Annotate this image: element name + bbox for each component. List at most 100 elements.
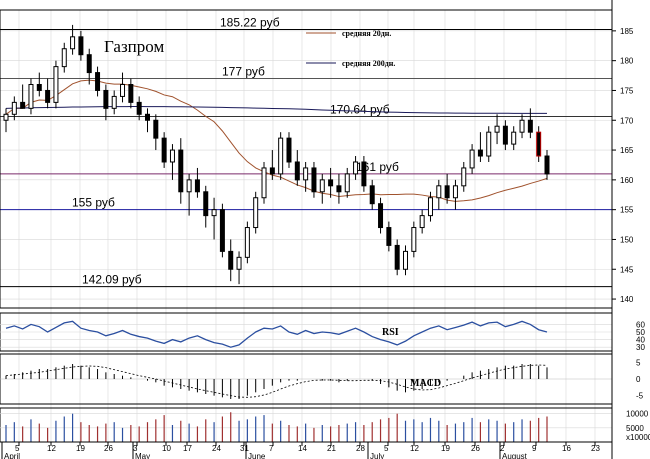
y-tick-label: 165	[620, 146, 634, 155]
price-panel-frame	[0, 9, 613, 309]
candle	[477, 132, 483, 162]
candle-body	[244, 227, 250, 258]
candle	[144, 108, 150, 133]
rsi-tick-label: 60	[636, 320, 645, 329]
rsi-tick-label: 30	[636, 343, 645, 352]
candle-body	[211, 209, 217, 217]
macd-tick-label: -5	[636, 392, 644, 401]
candle-body	[278, 137, 284, 175]
candle-body	[494, 125, 500, 133]
volume-tick-label: 5000	[626, 424, 644, 433]
candle-body	[286, 137, 292, 163]
y-tick-label: 180	[620, 57, 634, 66]
candle-body	[544, 155, 550, 175]
candle	[336, 173, 342, 204]
candle-body	[336, 185, 342, 193]
candle-body	[136, 101, 142, 115]
candle	[361, 156, 367, 192]
x-tick-label: 26	[104, 444, 113, 453]
candle-body	[361, 161, 367, 187]
macd-label: MACD	[410, 378, 441, 389]
y-tick-label: 155	[620, 206, 634, 215]
candle-body	[53, 66, 59, 103]
legend: средняя 20дн. средняя 200дн.	[306, 29, 395, 68]
candle	[203, 185, 209, 228]
y-tick-label: 185	[620, 27, 634, 36]
candle-body	[394, 244, 400, 270]
level-lines: 185.22 руб 177 руб 170.64 руб 161 руб 155 ру…	[0, 16, 612, 288]
candle-body	[86, 54, 92, 74]
candle-body	[103, 89, 109, 109]
x-tick-label: 2	[500, 444, 505, 453]
candle-body	[228, 250, 234, 270]
candle-body	[186, 179, 192, 193]
candle-body	[527, 119, 533, 133]
candle	[136, 96, 142, 121]
candle	[378, 197, 384, 234]
candle-body	[502, 125, 508, 145]
candle-body	[61, 48, 67, 68]
x-tick-label: 5	[384, 444, 389, 453]
candle	[186, 173, 192, 216]
y-tick-label: 170	[620, 116, 634, 125]
candle	[452, 179, 458, 210]
candle	[502, 120, 508, 151]
candle	[294, 150, 300, 186]
candle	[128, 78, 134, 109]
candle	[436, 179, 442, 210]
level-label: 142.09 руб	[82, 273, 142, 287]
candle	[61, 42, 67, 73]
candle-body	[161, 137, 167, 163]
candle-body	[70, 36, 76, 50]
candle	[411, 221, 417, 258]
candle-body	[444, 185, 450, 199]
candle-body	[78, 36, 84, 56]
macd-tick-label: 0	[636, 375, 641, 384]
candle	[269, 150, 275, 180]
level-label: 185.22 руб	[220, 16, 280, 30]
x-tick-label: 31	[240, 444, 249, 453]
candle	[3, 108, 9, 133]
candle-body	[477, 149, 483, 157]
candle-body	[194, 179, 200, 193]
y-tick-label: 175	[620, 86, 634, 95]
candle-body	[319, 179, 325, 193]
candle-body	[153, 119, 159, 139]
level-label: 161 руб	[356, 160, 399, 174]
candle-body	[378, 203, 384, 229]
candle	[194, 167, 200, 198]
candle	[486, 126, 492, 162]
candle	[219, 203, 225, 258]
candle	[469, 144, 475, 174]
candle	[161, 132, 167, 168]
candle	[419, 209, 425, 234]
month-label: May	[135, 452, 150, 459]
candle	[95, 66, 101, 97]
x-tick-label: 19	[441, 444, 450, 453]
candle-body	[311, 167, 317, 193]
candle	[536, 126, 542, 162]
candle	[211, 197, 217, 240]
candle	[103, 84, 109, 121]
candle	[78, 30, 84, 61]
candle	[261, 161, 267, 204]
volume-unit-label: x10000	[626, 433, 650, 442]
candle-body	[294, 161, 300, 181]
x-tick-label: 23	[591, 444, 600, 453]
candle-body	[403, 250, 409, 270]
candle	[53, 60, 59, 109]
candle	[403, 245, 409, 276]
y-tick-label: 140	[620, 295, 634, 304]
rsi-label: RSI	[382, 327, 399, 338]
x-tick-label: 10	[162, 444, 171, 453]
candle-body	[45, 89, 51, 103]
candle-body	[28, 84, 34, 109]
legend-ma20: средняя 20дн.	[342, 29, 391, 38]
candle	[11, 96, 17, 121]
candle	[511, 126, 517, 151]
x-tick-label: 7	[269, 444, 274, 453]
candle	[86, 48, 92, 85]
legend-ma200: средняя 200дн.	[342, 59, 395, 68]
